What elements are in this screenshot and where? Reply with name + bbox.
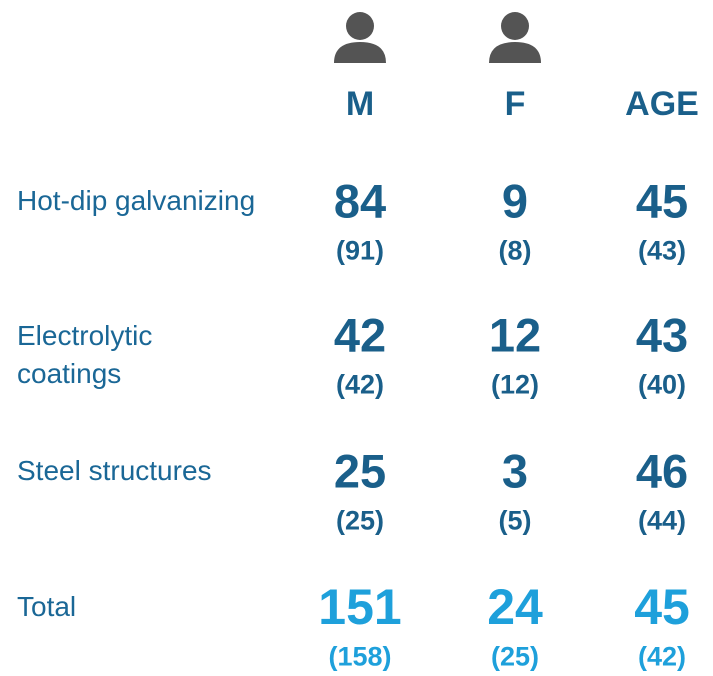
previous-value: (44) <box>637 505 687 536</box>
column-header: AGE <box>625 85 699 123</box>
person-icon <box>334 12 386 63</box>
previous-value: (91) <box>335 235 385 266</box>
row-label-line: Electrolytic <box>17 320 153 351</box>
previous-value: (40) <box>637 369 687 400</box>
row-label: Electrolytic coatings <box>17 317 152 393</box>
value: 84 <box>333 174 387 228</box>
value: 25 <box>333 444 387 498</box>
row-label: Steel structures <box>17 452 212 490</box>
previous-value: (25) <box>335 505 385 536</box>
person-icon <box>489 12 541 63</box>
row-label-line: Hot-dip galvanizing <box>17 185 256 216</box>
row-label: Hot-dip galvanizing <box>17 182 255 220</box>
previous-value: (158) <box>328 641 392 672</box>
previous-value: (43) <box>637 235 687 266</box>
previous-value: (25) <box>490 641 540 672</box>
row-label-line: Total <box>17 591 77 622</box>
value: 42 <box>333 308 387 362</box>
column-header: F <box>504 85 526 123</box>
previous-value: (42) <box>335 369 385 400</box>
row-label: Total <box>17 588 76 626</box>
column-header: M <box>345 85 375 123</box>
value: 46 <box>635 444 689 498</box>
value: 151 <box>318 579 402 635</box>
value: 24 <box>487 579 543 635</box>
value: 9 <box>501 174 529 228</box>
value: 43 <box>635 308 689 362</box>
value: 3 <box>501 444 529 498</box>
row-label-line: Steel structures <box>17 455 212 486</box>
value: 45 <box>635 174 689 228</box>
previous-value: (8) <box>498 235 532 266</box>
previous-value: (42) <box>637 641 687 672</box>
value: 45 <box>634 579 690 635</box>
row-label-line: coatings <box>17 358 122 389</box>
previous-value: (12) <box>490 369 540 400</box>
value: 12 <box>488 308 542 362</box>
previous-value: (5) <box>498 505 532 536</box>
